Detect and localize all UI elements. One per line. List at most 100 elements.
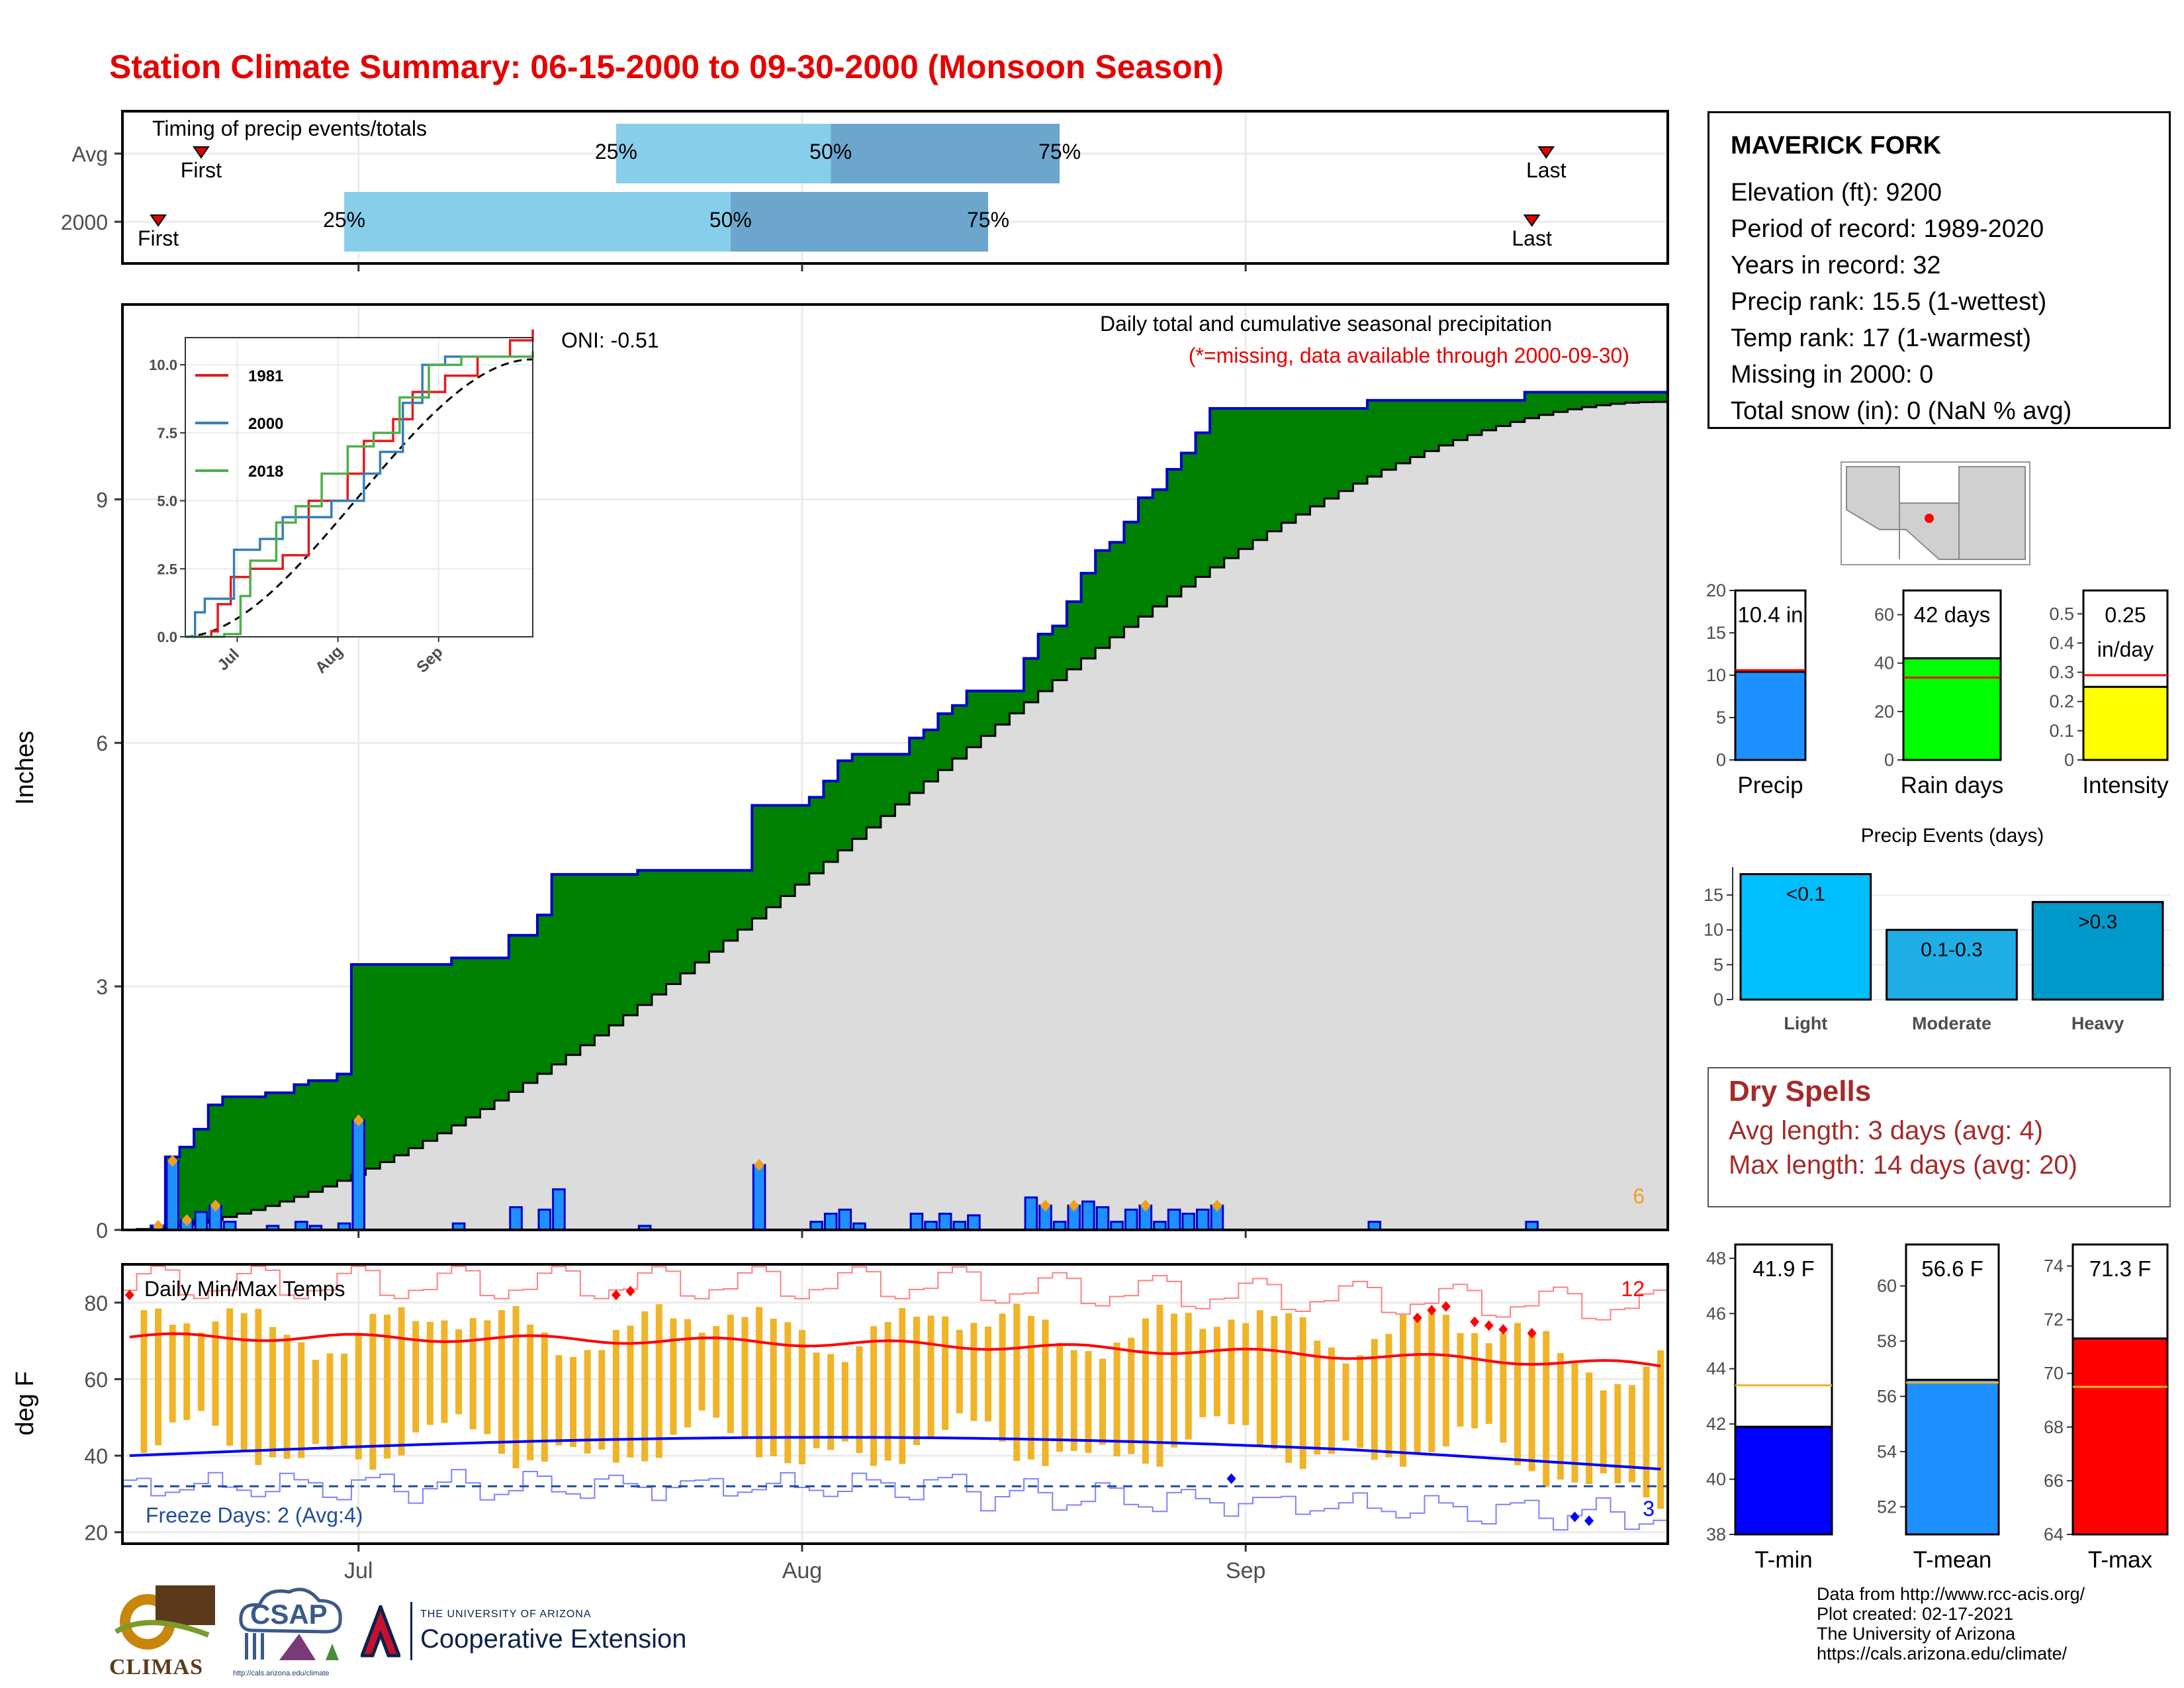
- daily-temp-range-bar: [355, 1333, 362, 1460]
- daily-temp-range-bar: [1400, 1315, 1407, 1467]
- mini-y-tick-label: 66: [2044, 1471, 2064, 1491]
- timing-row-label: Avg: [71, 142, 108, 166]
- inset-y-tick-label: 2.5: [157, 561, 177, 577]
- daily-temp-range-bar: [240, 1313, 248, 1450]
- daily-temp-range-bar: [1514, 1323, 1521, 1466]
- daily-temp-range-bar: [698, 1333, 705, 1411]
- last-marker: [1537, 146, 1555, 159]
- tmin-record-count: 3: [1643, 1497, 1655, 1521]
- daily-precip-bar: [967, 1214, 981, 1231]
- mini-y-tick-label: 60: [1877, 1276, 1897, 1296]
- record-precip-marker: [210, 1199, 221, 1212]
- event-bar-label: >0.3: [2078, 912, 2117, 933]
- daily-temp-range-bar: [570, 1356, 577, 1447]
- mini-y-tick-label: 48: [1706, 1248, 1726, 1268]
- daily-temp-range-bar: [1070, 1350, 1077, 1451]
- climas-logo: CLIMAS: [109, 1585, 215, 1679]
- record-precip-marker: [1068, 1199, 1079, 1212]
- daily-precip-bar: [823, 1212, 838, 1231]
- ua-name: THE UNIVERSITY OF ARIZONA: [420, 1609, 592, 1620]
- record-high-marker: [1412, 1312, 1422, 1323]
- daily-temp-range-bar: [1357, 1355, 1364, 1448]
- record-high-marker: [1527, 1328, 1537, 1339]
- daily-temp-range-bar: [956, 1329, 963, 1414]
- inset-y-tick-label: 0.0: [157, 629, 177, 645]
- record-high-marker: [611, 1289, 621, 1301]
- mini-value-label: 56.6 F: [1921, 1256, 1983, 1281]
- events-y-tick-label: 15: [1704, 885, 1723, 905]
- mini-y-tick-label: 5: [1716, 708, 1726, 727]
- daily-temp-range-bar: [1442, 1315, 1449, 1447]
- last-marker: [1523, 214, 1541, 227]
- event-bar: [2031, 901, 2164, 1001]
- mini-y-tick-label: 0.3: [2049, 663, 2074, 682]
- mini-y-tick-label: 72: [2044, 1310, 2064, 1330]
- daily-temp-range-bar: [884, 1322, 891, 1461]
- daily-temp-range-bar: [684, 1319, 692, 1428]
- daily-temp-range-bar: [598, 1350, 606, 1450]
- station-detail: Period of record: 1989-2020: [1731, 215, 2044, 243]
- daily-temp-range-bar: [1228, 1319, 1235, 1425]
- daily-temp-range-bar: [1213, 1327, 1220, 1417]
- x-tick-label: Jul: [344, 1558, 373, 1583]
- daily-temp-range-bar: [641, 1311, 649, 1462]
- daily-temp-range-bar: [999, 1313, 1006, 1442]
- daily-temp-range-bar: [255, 1309, 262, 1466]
- daily-temp-range-bar: [527, 1324, 534, 1460]
- inset-series-line: [185, 351, 534, 638]
- y-tick-label: 6: [96, 731, 108, 755]
- y-tick-label: 0: [96, 1219, 108, 1243]
- daily-temp-range-bar: [798, 1330, 805, 1465]
- mini-value-bar: [1734, 1425, 1833, 1536]
- dry-spells-avg: Avg length: 3 days (avg: 4): [1729, 1116, 2044, 1145]
- daily-temp-range-bar: [741, 1317, 749, 1438]
- inset-legend-label: 2000: [248, 415, 283, 433]
- mini-y-tick-label: 40: [1706, 1470, 1726, 1489]
- record-precip-marker: [1140, 1199, 1151, 1212]
- daily-temp-range-bar: [770, 1318, 777, 1456]
- station-detail: Elevation (ft): 9200: [1731, 179, 1942, 207]
- freeze-days-label: Freeze Days: 2 (Avg:4): [146, 1503, 363, 1527]
- mini-y-tick-label: 15: [1706, 623, 1726, 643]
- record-high-marker: [625, 1286, 635, 1297]
- daily-temp-range-bar: [212, 1321, 219, 1426]
- daily-temp-range-bar: [1528, 1331, 1535, 1472]
- mini-y-tick-label: 60: [1874, 605, 1894, 625]
- daily-precip-bar: [509, 1206, 523, 1231]
- daily-precip-bar: [552, 1188, 566, 1231]
- daily-temp-range-bar: [1085, 1351, 1092, 1453]
- daily-temp-range-bar: [1042, 1319, 1049, 1466]
- daily-temp-range-bar: [870, 1326, 878, 1466]
- y-tick-label: 40: [84, 1444, 108, 1468]
- daily-precip-bar: [752, 1164, 766, 1231]
- daily-temp-range-bar: [1113, 1342, 1120, 1457]
- dry-spells-max: Max length: 14 days (avg: 20): [1729, 1150, 2077, 1180]
- mini-axis-title: T-max: [2088, 1547, 2153, 1573]
- events-y-tick-label: 10: [1704, 920, 1723, 940]
- inset-y-tick-label: 7.5: [157, 425, 177, 442]
- university-a-icon: [361, 1605, 400, 1658]
- daily-temp-range-bar: [1271, 1316, 1278, 1450]
- daily-temp-range-bar: [426, 1321, 433, 1425]
- daily-temp-range-bar: [1543, 1331, 1550, 1487]
- daily-temp-range-bar: [970, 1323, 978, 1421]
- daily-temp-range-bar: [1285, 1313, 1293, 1463]
- daily-temp-range-bar: [927, 1315, 934, 1438]
- daily-temp-range-bar: [1643, 1366, 1650, 1498]
- events-title: Precip Events (days): [1861, 825, 2044, 847]
- station-detail: Missing in 2000: 0: [1731, 361, 1934, 389]
- mini-y-tick-label: 54: [1877, 1442, 1897, 1462]
- record-high-marker: [1484, 1320, 1494, 1331]
- mini-y-tick-label: 0: [2064, 750, 2074, 770]
- daily-precip-bar: [537, 1208, 552, 1231]
- station-detail: Temp rank: 17 (1-warmest): [1731, 324, 2032, 352]
- event-bar-label: <0.1: [1786, 884, 1825, 906]
- precip-title: Daily total and cumulative seasonal prec…: [1100, 312, 1552, 336]
- daily-temp-range-bar: [813, 1352, 820, 1448]
- daily-precip-bar: [1124, 1208, 1138, 1231]
- ua-logo: THE UNIVERSITY OF ARIZONA Cooperative Ex…: [361, 1602, 745, 1668]
- daily-temp-range-bar: [412, 1321, 420, 1432]
- daily-temp-range-bar: [1371, 1338, 1378, 1460]
- precip-y-axis-title: Inches: [11, 731, 39, 805]
